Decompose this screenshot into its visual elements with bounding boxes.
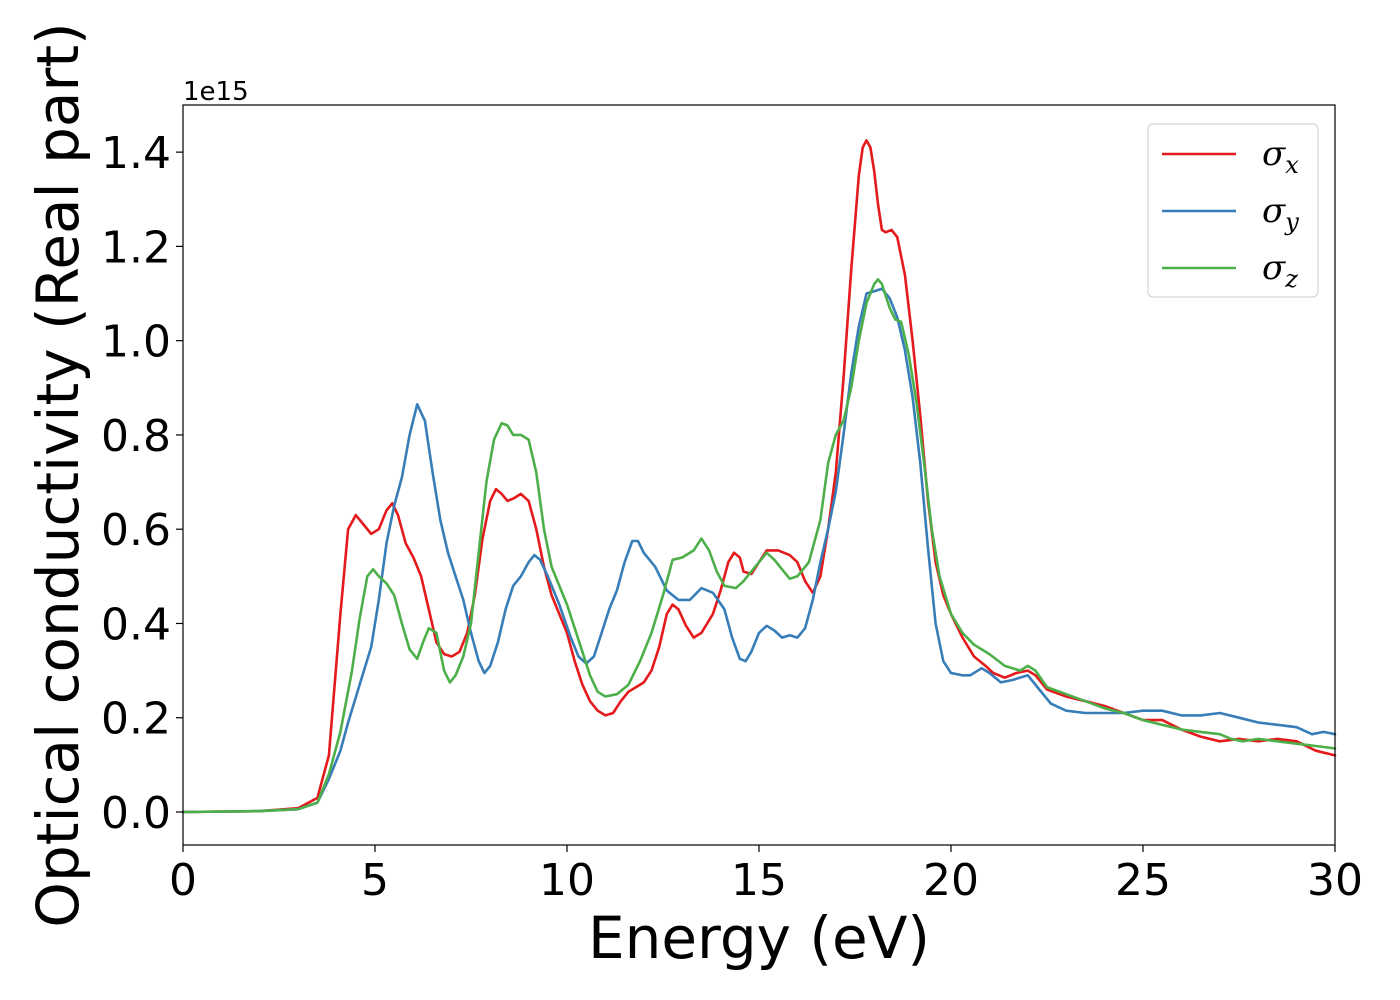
y-tick-label: 1.4: [101, 128, 171, 179]
series-line-y: [181, 287, 1337, 814]
y-tick-label: 0.4: [101, 599, 171, 650]
legend-label-y: σy: [1262, 191, 1299, 236]
x-tick-label: 25: [1115, 855, 1171, 906]
x-tick-label: 10: [539, 855, 595, 906]
y-axis: 0.0 0.2 0.4 0.6 0.8 1.0 1.2 1.4: [101, 128, 183, 839]
y-tick-label: 1.0: [101, 317, 171, 368]
x-tick-label: 5: [361, 855, 389, 906]
y-tick-label: 0.6: [101, 505, 171, 556]
legend: σx σy σz: [1147, 123, 1319, 298]
plot-area: [181, 139, 1337, 814]
y-tick-label: 1.2: [101, 222, 171, 273]
y-axis-label: Optical conductivity (Real part): [24, 22, 92, 927]
y-tick-label: 0.2: [101, 694, 171, 745]
y-tick-label: 0.0: [101, 788, 171, 839]
x-axis-label: Energy (eV): [588, 904, 930, 972]
x-tick-label: 0: [169, 855, 197, 906]
x-axis: 0 5 10 15 20 25 30: [169, 845, 1363, 906]
x-tick-label: 15: [731, 855, 787, 906]
x-tick-label: 30: [1307, 855, 1363, 906]
x-tick-label: 20: [923, 855, 979, 906]
y-tick-label: 0.8: [101, 411, 171, 462]
legend-label-x: σx: [1262, 134, 1299, 179]
series-line-x: [181, 139, 1337, 814]
legend-label-z: σz: [1262, 248, 1298, 293]
y-offset-label: 1e15: [183, 77, 249, 107]
series-line-z: [181, 278, 1337, 814]
